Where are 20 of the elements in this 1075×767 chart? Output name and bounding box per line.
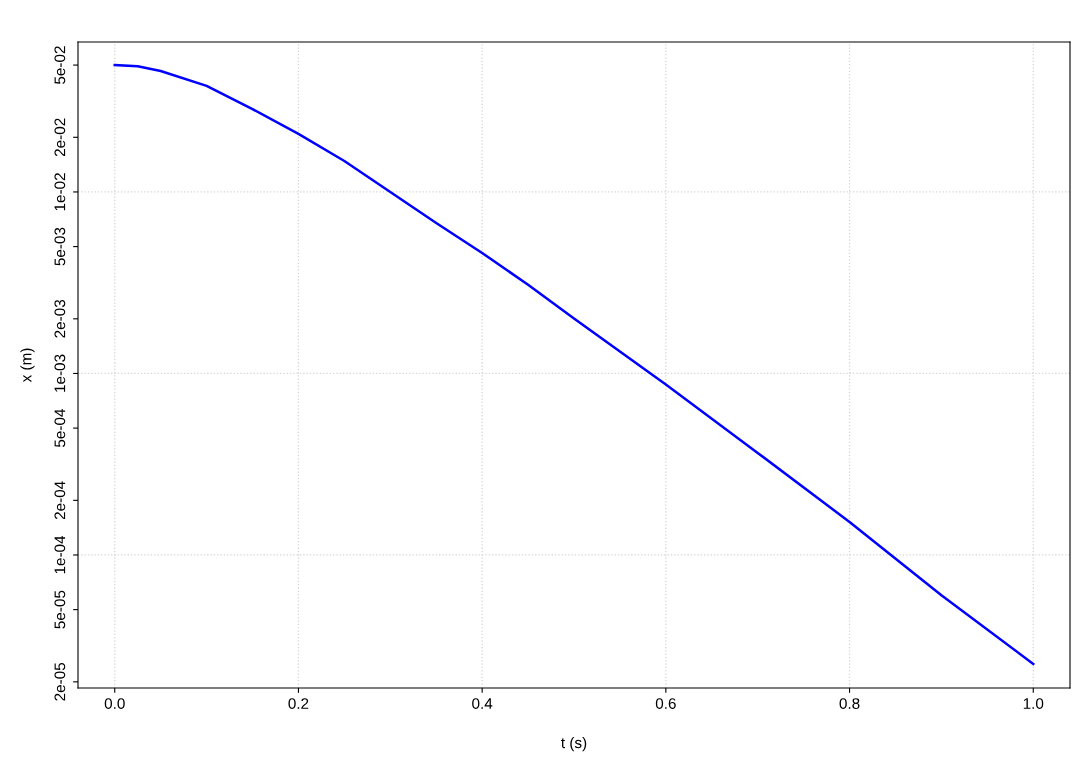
x-tick-label: 0.0 xyxy=(104,698,125,709)
y-tick-label: 2e-04 xyxy=(54,481,66,520)
y-tick-label: 1e-02 xyxy=(54,173,66,211)
y-tick-label: 5e-05 xyxy=(54,590,66,629)
y-tick-label: 1e-03 xyxy=(54,354,66,392)
y-tick-label: 2e-02 xyxy=(54,118,66,157)
x-axis-title: t (s) xyxy=(561,736,587,752)
y-tick-label: 2e-05 xyxy=(54,662,66,701)
y-tick-label: 5e-02 xyxy=(54,46,66,84)
x-tick-label: 0.4 xyxy=(472,698,493,709)
y-tick-label: 2e-03 xyxy=(54,299,66,338)
line-series xyxy=(113,63,1035,666)
y-tick-label: 5e-03 xyxy=(54,227,66,266)
y-axis-title: x (m) xyxy=(20,348,35,383)
x-tick-label: 0.6 xyxy=(655,698,676,709)
x-tick-label: 0.8 xyxy=(839,698,860,709)
y-tick-label: 5e-04 xyxy=(54,409,66,448)
y-tick-label: 1e-04 xyxy=(54,535,66,574)
x-tick-label: 0.2 xyxy=(288,698,309,709)
x-tick-label: 1.0 xyxy=(1023,698,1044,709)
